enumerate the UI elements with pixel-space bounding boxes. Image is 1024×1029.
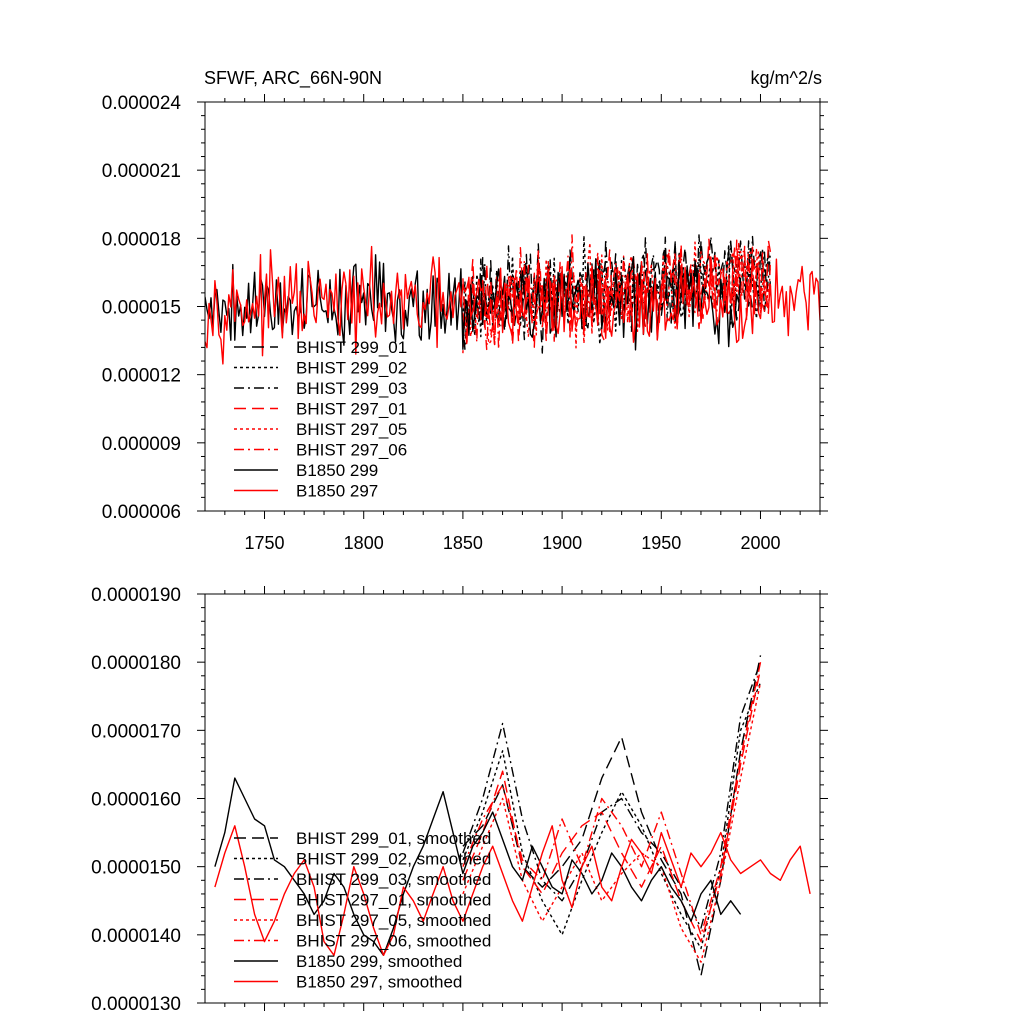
series-group-2	[214, 655, 811, 977]
y-tick-label: 0.0000160	[91, 790, 181, 811]
legend-label: BHIST 299_03, smoothed	[296, 870, 491, 889]
series-line-1-8	[205, 245, 820, 365]
legend-label: B1850 299, smoothed	[296, 952, 462, 971]
legend-label: B1850 297, smoothed	[296, 973, 462, 992]
series-line-2-4	[462, 668, 762, 943]
legend-label: BHIST 299_03	[296, 379, 407, 398]
x-tick-label: 1850	[443, 533, 483, 553]
legend-label: B1850 297	[296, 482, 378, 501]
y-tick-label: 0.0000140	[91, 926, 181, 947]
y-tick-label: 0.000021	[102, 161, 181, 182]
legend-label: BHIST 297_06, smoothed	[296, 932, 491, 951]
y-tick-label: 0.0000130	[91, 994, 181, 1015]
x-tick-label: 1900	[542, 533, 582, 553]
series-line-2-8	[214, 825, 811, 956]
legend-label: BHIST 299_01	[296, 338, 407, 357]
legend-label: BHIST 299_01, smoothed	[296, 829, 491, 848]
y-tick-label: 0.000006	[102, 502, 181, 523]
chart-title-left: SFWF, ARC_66N-90N	[204, 68, 382, 89]
series-line-2-3	[462, 661, 762, 929]
legend-label: BHIST 299_02, smoothed	[296, 850, 491, 869]
x-tick-label: 2000	[740, 533, 780, 553]
y-tick-label: 0.000012	[102, 366, 181, 387]
y-tick-label: 0.000024	[102, 93, 182, 114]
y-tick-label: 0.0000190	[91, 585, 181, 606]
legend-label: BHIST 297_05	[296, 420, 407, 439]
series-line-2-7	[214, 777, 742, 956]
chart-units-label: kg/m^2/s	[751, 68, 822, 88]
series-line-2-6	[462, 662, 762, 936]
y-tick-label: 0.000015	[102, 298, 181, 319]
legend-label: BHIST 297_01, smoothed	[296, 891, 491, 910]
x-tick-label: 1950	[641, 533, 681, 553]
y-tick-label: 0.000009	[102, 434, 181, 455]
legend-label: BHIST 297_05, smoothed	[296, 911, 491, 930]
y-tick-label: 0.000018	[102, 229, 181, 250]
chart-panel-2: 0.0000130 0.0000140 0.0000150 0.0000160 0.00…	[91, 585, 828, 1015]
y-tick-label: 0.0000150	[91, 858, 181, 879]
legend-label: BHIST 297_06	[296, 441, 407, 460]
series-group-1	[205, 234, 820, 365]
legend-label: B1850 299	[296, 461, 378, 480]
series-line-2-1	[462, 655, 762, 977]
y-tick-label: 0.0000180	[91, 653, 181, 674]
x-tick-label: 1750	[244, 533, 284, 553]
legend-label: BHIST 299_02	[296, 359, 407, 378]
x-tick-label: 1800	[344, 533, 384, 553]
series-line-1-7	[205, 254, 742, 351]
series-line-2-5	[462, 682, 762, 963]
legend-label: BHIST 297_01	[296, 400, 407, 419]
chart-panel-1: 1750 1800 1850 1900 1950 2000 0.000006 0.000009…	[102, 93, 828, 553]
y-tick-label: 0.0000170	[91, 721, 181, 742]
series-line-2-2	[462, 682, 762, 950]
